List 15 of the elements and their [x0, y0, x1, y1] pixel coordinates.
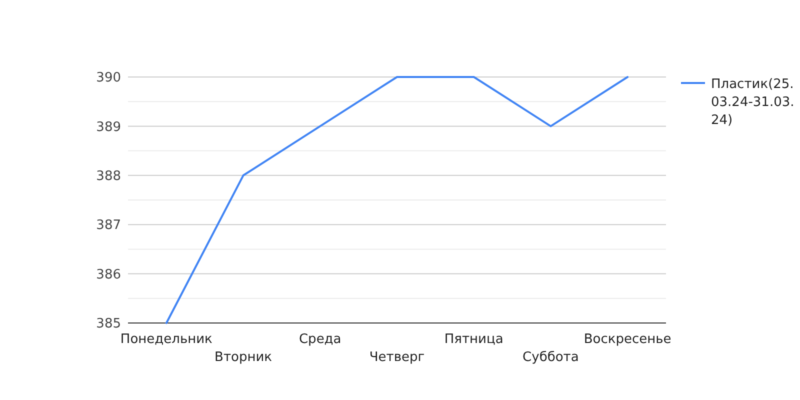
x-tick-label: Вторник	[214, 350, 272, 365]
y-tick-label: 389	[96, 120, 121, 135]
x-tick-label: Пятница	[444, 332, 504, 347]
y-tick-label: 386	[96, 267, 121, 282]
legend-label: Пластик(25.03.24-31.03.24)	[711, 77, 794, 128]
y-tick-label: 387	[96, 218, 121, 234]
y-tick-label: 385	[96, 316, 121, 332]
y-tick-label: 390	[96, 70, 121, 86]
x-tick-label: Воскресенье	[584, 332, 672, 347]
y-tick-label: 388	[96, 168, 121, 184]
x-tick-label: Суббота	[522, 350, 579, 365]
line-series	[165, 76, 629, 324]
x-tick-label: Четверг	[369, 350, 425, 365]
x-tick-label: Понедельник	[120, 332, 213, 347]
x-tick-label: Среда	[298, 332, 342, 347]
